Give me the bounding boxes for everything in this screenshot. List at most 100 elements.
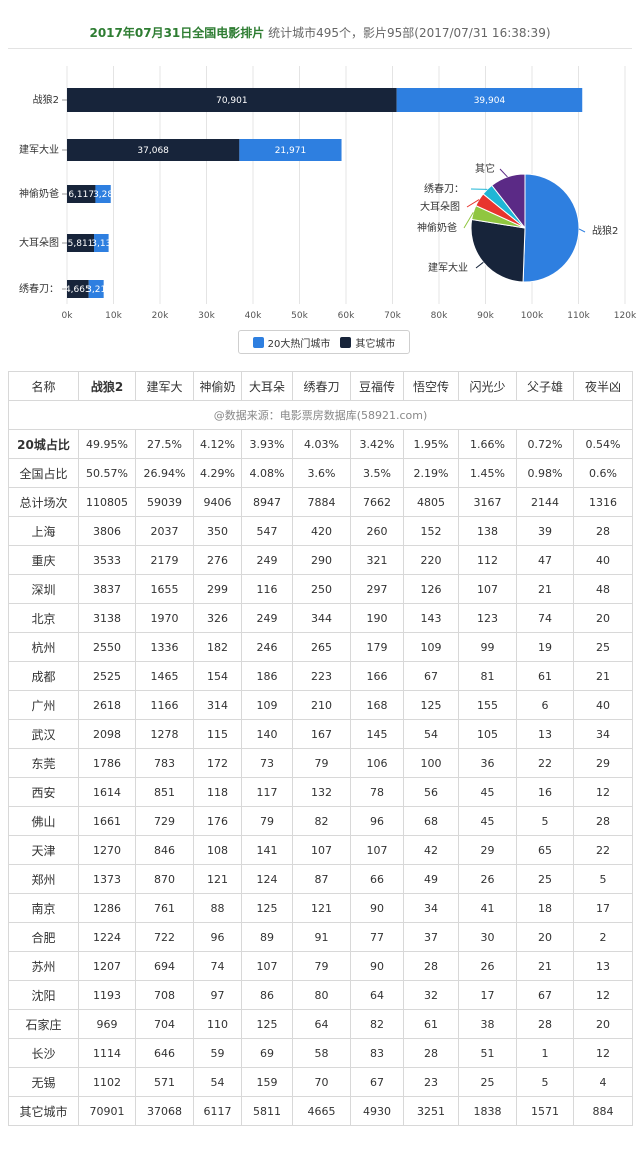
table-cell: 117 — [241, 777, 293, 807]
table-row: 成都 2525 1465 154 186 223 166 67 81 61 21 — [8, 661, 633, 691]
table-cell: 21 — [516, 574, 574, 604]
table-cell: 110805 — [78, 487, 136, 517]
bar-segment — [239, 139, 342, 161]
table-cell: 3837 — [78, 574, 136, 604]
table-cell: 82 — [350, 1009, 404, 1039]
table-row: 全国占比 50.57% 26.94% 4.29% 4.08% 3.6% 3.5% 2.19% 1… — [8, 458, 633, 488]
table-cell: 77 — [350, 922, 404, 952]
table-cell: 179 — [350, 632, 404, 662]
table-cell: 32 — [403, 980, 459, 1010]
table-cell: 118 — [193, 777, 242, 807]
table-cell: 121 — [193, 864, 242, 894]
x-tick-label: 110k — [567, 311, 590, 321]
table-body: @数据来源：电影票房数据库(58921.com) 20城占比 49.95% 27.5%… — [8, 400, 633, 1126]
table-cell: 116 — [241, 574, 293, 604]
pie-connector — [499, 168, 508, 178]
bar-segment — [94, 234, 109, 252]
table-cell: 276 — [193, 545, 242, 575]
table-cell: 40 — [573, 545, 633, 575]
table-row: 重庆 3533 2179 276 249 290 321 220 112 47 40 — [8, 545, 633, 575]
table-cell: 97 — [193, 980, 242, 1010]
row-label: 长沙 — [8, 1038, 79, 1068]
table-cell: 61 — [516, 661, 574, 691]
bar-segment — [396, 88, 583, 112]
table-header-cell: 神偷奶 — [193, 371, 242, 401]
table-cell: 25 — [458, 1067, 517, 1097]
table-cell: 646 — [135, 1038, 194, 1068]
table-cell: 250 — [292, 574, 351, 604]
table-cell: 89 — [241, 922, 293, 952]
table-row: 武汉 2098 1278 115 140 167 145 54 105 13 34 — [8, 719, 633, 749]
table-cell: 249 — [241, 545, 293, 575]
x-tick-label: 80k — [431, 311, 448, 321]
table-cell: 138 — [458, 516, 517, 546]
table-cell: 2550 — [78, 632, 136, 662]
pie-slice-label: 绣春刀： — [424, 182, 464, 195]
row-label: 西安 — [8, 777, 79, 807]
bar-segment — [67, 234, 95, 252]
x-tick-label: 0k — [62, 311, 74, 321]
row-label: 重庆 — [8, 545, 79, 575]
table-cell: 100 — [403, 748, 459, 778]
table-cell: 16 — [516, 777, 574, 807]
table-cell: 143 — [403, 603, 459, 633]
table-cell: 4.29% — [193, 458, 242, 488]
table-cell: 4.08% — [241, 458, 293, 488]
legend-item-other-cities[interactable]: 其它城市 — [340, 335, 395, 350]
row-label: 郑州 — [8, 864, 79, 894]
table-cell: 159 — [241, 1067, 293, 1097]
table-row: 北京 3138 1970 326 249 344 190 143 123 74 20 — [8, 603, 633, 633]
table-header-cell: 大耳朵 — [241, 371, 293, 401]
table-cell: 8947 — [241, 487, 293, 517]
pie-slice — [470, 218, 526, 283]
table-cell: 49.95% — [78, 429, 136, 459]
table-cell: 67 — [350, 1067, 404, 1097]
table-cell: 3251 — [403, 1096, 459, 1126]
legend-item-hot-cities[interactable]: 20大热门城市 — [252, 335, 330, 350]
table-cell: 20 — [573, 1009, 633, 1039]
table-cell: 107 — [241, 951, 293, 981]
table-cell: 47 — [516, 545, 574, 575]
table-cell: 1786 — [78, 748, 136, 778]
table-cell: 1.66% — [458, 429, 517, 459]
table-cell: 40 — [573, 690, 633, 720]
bar-value-label: 70,901 — [216, 96, 248, 106]
table-cell: 73 — [241, 748, 293, 778]
table-cell: 58 — [292, 1038, 351, 1068]
table-cell: 152 — [403, 516, 459, 546]
category-label: 建军大业 — [19, 143, 59, 156]
table-cell: 37 — [403, 922, 459, 952]
table-cell: 571 — [135, 1067, 194, 1097]
x-tick-label: 30k — [198, 311, 215, 321]
table-cell: 20 — [573, 603, 633, 633]
table-cell: 34 — [573, 719, 633, 749]
table-cell: 13 — [516, 719, 574, 749]
table-cell: 125 — [403, 690, 459, 720]
table-cell: 2037 — [135, 516, 194, 546]
table-cell: 1838 — [458, 1096, 517, 1126]
table-cell: 28 — [516, 1009, 574, 1039]
table-cell: 20 — [516, 922, 574, 952]
bar-value-label: 3,28 — [93, 190, 113, 200]
table-cell: 1571 — [516, 1096, 574, 1126]
table-cell: 708 — [135, 980, 194, 1010]
row-label: 北京 — [8, 603, 79, 633]
table-cell: 86 — [241, 980, 293, 1010]
table-cell: 54 — [193, 1067, 242, 1097]
table-cell: 2525 — [78, 661, 136, 691]
table-cell: 2618 — [78, 690, 136, 720]
table-cell: 26.94% — [135, 458, 194, 488]
table-cell: 694 — [135, 951, 194, 981]
table-header-cell: 名称 — [8, 371, 79, 401]
title-divider — [8, 48, 632, 49]
table-cell: 154 — [193, 661, 242, 691]
row-label: 20城占比 — [8, 429, 79, 459]
table-cell: 326 — [193, 603, 242, 633]
table-cell: 1278 — [135, 719, 194, 749]
x-tick-label: 50k — [291, 311, 308, 321]
row-label: 无锡 — [8, 1067, 79, 1097]
table-cell: 29 — [458, 835, 517, 865]
table-header-cell: 夜半凶 — [573, 371, 633, 401]
table-cell: 19 — [516, 632, 574, 662]
chart-legend[interactable]: 20大热门城市 其它城市 — [238, 330, 410, 354]
